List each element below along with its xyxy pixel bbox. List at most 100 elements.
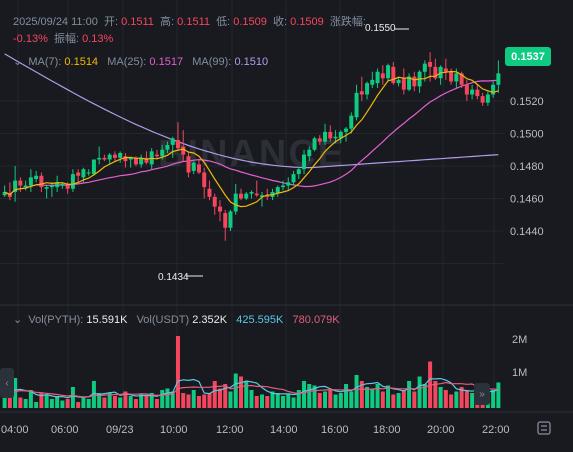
candle-body [186,156,191,173]
candle-body [91,159,96,175]
candle-body [333,136,338,139]
candle-body [317,138,322,142]
candle-body [401,78,406,90]
candle-body [349,115,354,129]
x-tick-label: 16:00 [321,424,349,436]
volume-bar [175,336,180,408]
annotations: 0.1434 0.1550 [158,23,409,283]
volume-bar [91,381,96,408]
candle-body [449,71,454,82]
volume-bar [154,399,159,408]
volume-bar [86,399,91,408]
ma25-value: 0.1517 [149,56,184,68]
candle-body [338,131,343,139]
candle-body [244,193,249,199]
candle-body [97,157,102,160]
volume-bar [380,391,385,408]
amplitude-label: 振幅: [53,33,80,45]
candle-body [275,187,280,194]
candle-body [102,157,107,160]
candle-body [107,154,112,160]
x-tick-label: 10:00 [160,424,188,436]
x-tick-label: 06:00 [51,424,79,436]
volume-bar [160,390,165,408]
candle-body [28,177,33,186]
candle-body [86,172,91,174]
candle-body [34,175,39,179]
high-value: 0.1511 [177,16,210,28]
ma99-value: 0.1510 [234,56,269,68]
volume-bar [359,381,364,408]
volume-bar [118,397,123,408]
x-tick-label: 18:00 [373,424,401,436]
candle-body [475,89,480,97]
candle-body [260,195,265,197]
volume-bar [396,393,401,408]
candle-body [391,66,396,84]
volume-bar [196,396,201,408]
candle-body [459,73,464,85]
ohlc-row-1: 2025/09/24 11:00 开: 0.1511 高: 0.1511 低: … [13,13,366,29]
ma-toggle-icon[interactable]: ⌄ [13,56,23,68]
candle-body [7,193,12,197]
volume-bar [39,393,44,408]
volume-bar [254,396,259,408]
ma25-path [4,79,499,196]
vol-usdt-label: Vol(USDT) [136,314,190,326]
candle-body [128,157,133,160]
candle-body [328,131,333,139]
volume-bar [275,393,280,408]
candle-body [170,138,175,145]
volume-bar [186,394,191,408]
volume-bar [102,397,107,408]
scroll-left-button[interactable]: ‹ [0,368,14,398]
volume-bar [112,396,117,408]
vol-pyth-label: Vol(PYTH): [28,314,84,326]
date-value: 2025/09/24 11:00 [13,16,98,28]
volume-bar [296,390,301,408]
candle-body [112,154,117,158]
candle-body [81,169,86,178]
volume-bar [317,393,322,408]
volume-bar [97,393,102,408]
ma25-line [4,79,499,196]
candle-body [165,144,170,150]
candle-body [233,193,238,212]
ma99-label: MA(99): [192,56,232,68]
volume-bar [454,391,459,408]
settings-icon[interactable] [536,420,552,436]
candle-body [196,164,201,173]
candle-body [23,185,28,188]
candle-body [49,185,54,188]
volume-bar [107,393,112,408]
volume-bar [76,402,81,408]
volume-bar [438,387,443,408]
grid [0,0,573,413]
candle-body [485,94,490,103]
volume-bar [491,390,496,408]
scroll-right-button[interactable]: » [474,383,490,405]
volume-bar [281,396,286,408]
candle-body [212,196,217,207]
volume-bar [70,387,75,408]
volume-bar [133,399,138,408]
volume-toggle-icon[interactable]: ⌄ [13,314,23,326]
vol-ma1-value: 425.595K [236,314,284,326]
candle-body [55,182,60,188]
candle-body [70,174,75,189]
volume-bar [144,396,149,408]
volume-bar [433,381,438,408]
candle-body [181,146,186,155]
candle-body [370,79,375,85]
candle-body [323,131,328,142]
candle-body [118,153,123,158]
x-tick-label: 12:00 [216,424,244,436]
x-tick-label: 14:00 [270,424,298,436]
candle-body [39,175,44,188]
candle-body [286,182,291,186]
ma99-line [4,53,499,169]
volume-bar [291,397,296,408]
candle-body [144,157,149,163]
